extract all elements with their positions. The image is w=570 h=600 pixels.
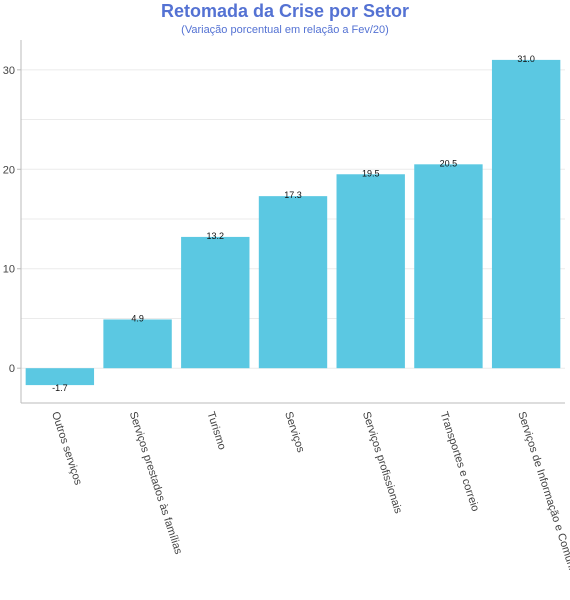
bar — [336, 174, 405, 369]
x-tick-label: Outros serviços — [49, 410, 84, 487]
x-tick-label: Turismo — [204, 410, 228, 451]
data-labels: -1.7 4.9 13.2 17.3 19.5 20.5 31.0 — [52, 54, 535, 393]
bars — [25, 59, 561, 386]
y-tick-label: 10 — [3, 264, 15, 276]
x-tick-label: Serviços prestados às famílias — [127, 410, 185, 556]
y-tick-label: 30 — [3, 65, 15, 77]
x-tick-label: Serviços — [282, 410, 307, 454]
data-label: 4.9 — [131, 313, 144, 323]
y-tick-labels: 0 10 20 30 — [3, 65, 15, 375]
x-tick-label: Transportes e correio — [438, 410, 482, 513]
data-label: -1.7 — [52, 383, 68, 393]
axes — [17, 40, 565, 404]
bar — [25, 368, 95, 386]
data-label: 31.0 — [517, 54, 535, 64]
bar — [491, 59, 561, 369]
bar — [414, 164, 483, 369]
data-label: 17.3 — [284, 190, 302, 200]
chart-subtitle: (Variação porcentual em relação a Fev/20… — [181, 24, 389, 36]
bar — [258, 196, 328, 369]
bar — [103, 319, 172, 369]
data-label: 13.2 — [207, 231, 225, 241]
chart-title: Retomada da Crise por Setor — [161, 1, 409, 21]
y-tick-label: 20 — [3, 164, 15, 176]
x-tick-label: Serviços de Informação e Comunicação — [515, 410, 570, 599]
y-tick-label: 0 — [9, 363, 15, 375]
data-label: 19.5 — [362, 168, 380, 178]
x-tick-labels: Outros serviços Serviços prestados às fam… — [49, 410, 570, 599]
data-label: 20.5 — [440, 158, 458, 168]
bar — [181, 236, 250, 369]
x-tick-label: Serviços profissionais — [360, 410, 404, 515]
